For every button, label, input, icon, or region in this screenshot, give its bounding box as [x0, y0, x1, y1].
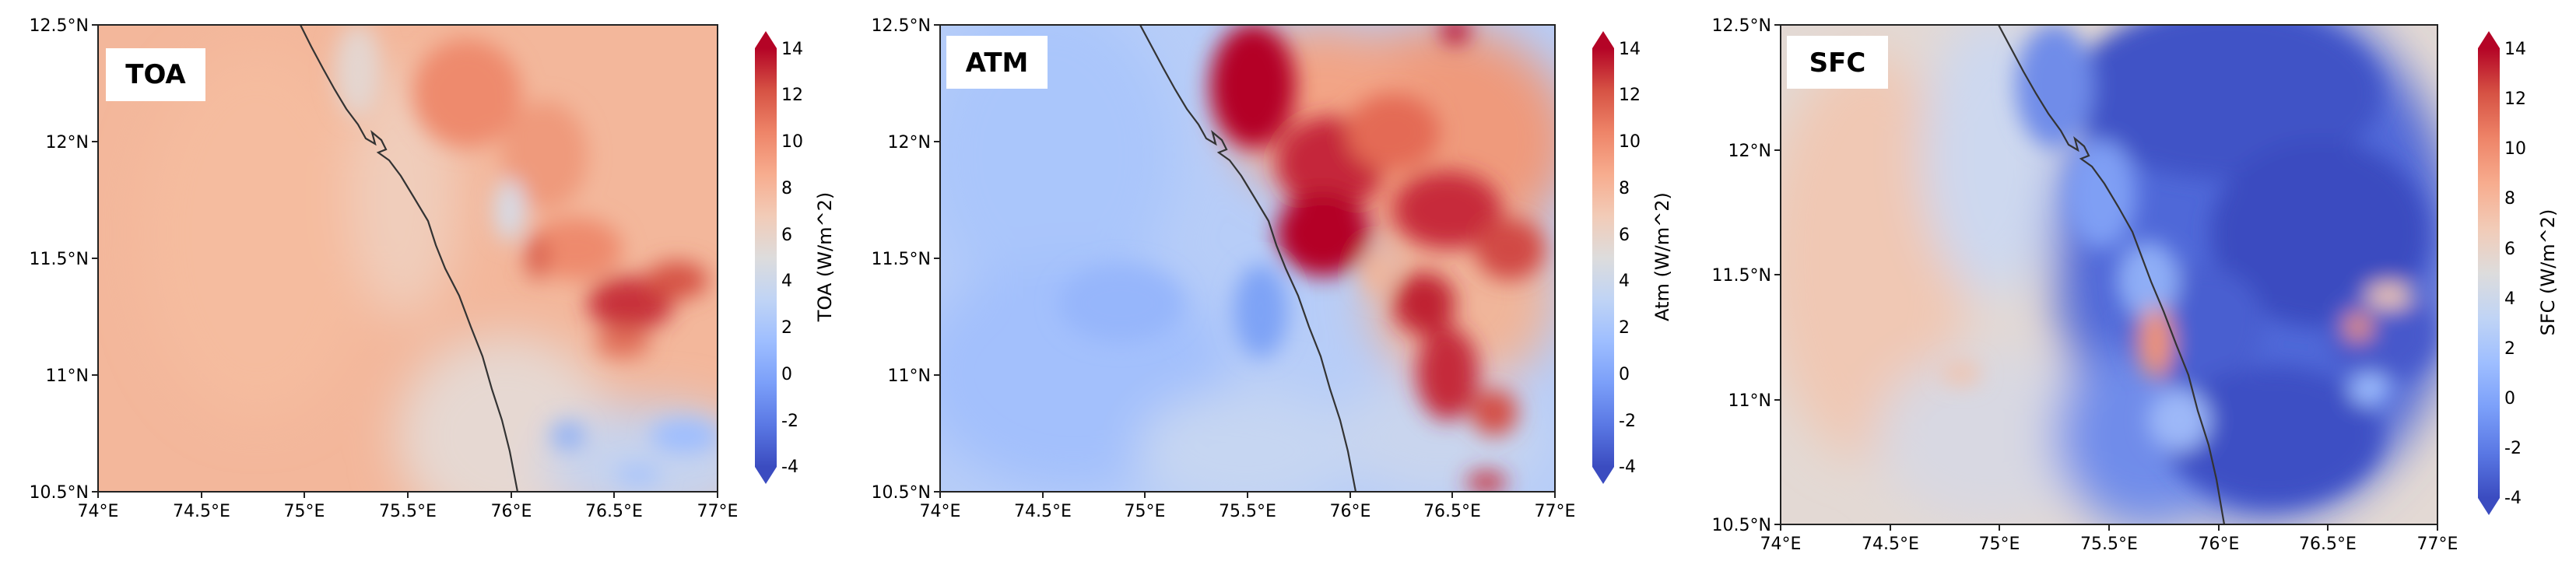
x-tick-label: 76°E	[491, 502, 532, 521]
cbar-tick: 8	[1619, 179, 1630, 198]
y-tick-label: 12°N	[888, 133, 931, 153]
panel-label-atm: ATM	[966, 47, 1029, 79]
x-tick-label: 75°E	[1125, 502, 1166, 521]
y-axis-toa: 10.5°N 11°N 11.5°N 12°N 12.5°N	[30, 16, 98, 503]
map-field-toa	[98, 25, 718, 492]
map-field-atm	[940, 25, 1555, 492]
x-tick-label: 77°E	[697, 502, 739, 521]
cbar-tick: 6	[781, 226, 792, 245]
x-tick-label: 77°E	[1535, 502, 1576, 521]
panel-toa: TOA 74°E 74.5°E 75°E 75.5°E 76°E 76.5°E …	[30, 16, 836, 521]
panel-label-toa: TOA	[125, 59, 186, 90]
cbar-tick: 14	[1619, 40, 1641, 59]
y-tick-label: 12°N	[46, 133, 89, 153]
map-field-sfc	[1781, 25, 2437, 524]
colorbar-atm: 14 12 10 8 6 4 2 0 -2 -4 Atm (W/m^2)	[1592, 31, 1673, 484]
x-tick-label: 75.5°E	[2080, 535, 2138, 554]
cbar-tick: 4	[781, 272, 792, 291]
cbar-tick: 12	[1619, 86, 1641, 105]
y-tick-label: 11.5°N	[1712, 266, 1771, 286]
y-tick-label: 12.5°N	[872, 16, 931, 36]
cbar-tick: -2	[1619, 412, 1636, 431]
x-tick-label: 74°E	[920, 502, 961, 521]
cbar-tick: 14	[2504, 40, 2526, 59]
panel-label-box-atm	[946, 36, 1048, 89]
cbar-tick: -4	[781, 458, 798, 477]
colorbar-label-atm: Atm (W/m^2)	[1651, 192, 1673, 321]
coastline-toa	[300, 25, 519, 492]
cbar-tick: 10	[2504, 139, 2526, 159]
cbar-tick: 12	[2504, 89, 2526, 109]
colorbar-label-toa: TOA (W/m^2)	[814, 192, 836, 322]
colorbar-toa: 14 12 10 8 6 4 2 0 -2 -4 TOA (W/m^2)	[755, 31, 836, 484]
y-axis-atm: 10.5°N 11°N 11.5°N 12°N 12.5°N	[872, 16, 940, 503]
cbar-tick: -4	[1619, 458, 1636, 477]
y-axis-sfc: 10.5°N 11°N 11.5°N 12°N 12.5°N	[1712, 16, 1781, 535]
x-tick-label: 75.5°E	[1219, 502, 1276, 521]
cbar-tick: 0	[781, 365, 792, 384]
y-tick-label: 11°N	[888, 366, 931, 386]
y-tick-label: 12.5°N	[30, 16, 89, 36]
panel-sfc: SFC 74°E 74.5°E 75°E 75.5°E 76°E 76.5°E …	[1712, 16, 2559, 554]
x-tick-label: 76°E	[1330, 502, 1371, 521]
y-tick-label: 10.5°N	[872, 483, 931, 503]
panel-label-box-sfc	[1787, 36, 1888, 89]
colorbar-label-sfc: SFC (W/m^2)	[2537, 209, 2559, 336]
panel-atm: ATM 74°E 74.5°E 75°E 75.5°E 76°E 76.5°E …	[872, 16, 1673, 521]
coastline-sfc	[1998, 25, 2226, 524]
cbar-tick: 0	[2504, 389, 2515, 408]
x-tick-label: 74°E	[78, 502, 119, 521]
y-tick-label: 11.5°N	[872, 250, 931, 269]
x-tick-label: 76.5°E	[585, 502, 643, 521]
cbar-tick: -2	[2504, 439, 2522, 458]
x-tick-label: 75°E	[284, 502, 325, 521]
x-axis-atm: 74°E 74.5°E 75°E 75.5°E 76°E 76.5°E 77°E	[920, 492, 1576, 521]
cbar-tick: 14	[781, 40, 803, 59]
x-tick-label: 76.5°E	[1423, 502, 1481, 521]
x-tick-label: 74°E	[1760, 535, 1802, 554]
cbar-tick: 8	[2504, 189, 2515, 209]
x-axis-toa: 74°E 74.5°E 75°E 75.5°E 76°E 76.5°E 77°E	[78, 492, 739, 521]
cbar-tick: 6	[1619, 226, 1630, 245]
cbar-tick: 4	[2504, 289, 2515, 309]
cbar-tick: 0	[1619, 365, 1630, 384]
x-axis-sfc: 74°E 74.5°E 75°E 75.5°E 76°E 76.5°E 77°E	[1760, 524, 2458, 554]
cbar-tick: 6	[2504, 240, 2515, 259]
cbar-tick: 2	[781, 318, 792, 338]
cbar-tick: 8	[781, 179, 792, 198]
x-tick-label: 74.5°E	[173, 502, 230, 521]
coastline-atm	[1139, 25, 1357, 492]
y-tick-label: 10.5°N	[30, 483, 89, 503]
cbar-tick: 2	[2504, 339, 2515, 359]
y-tick-label: 10.5°N	[1712, 516, 1771, 535]
y-tick-label: 11°N	[1728, 391, 1771, 411]
cbar-tick: -4	[2504, 489, 2522, 508]
y-tick-label: 11°N	[46, 366, 89, 386]
panel-label-sfc: SFC	[1809, 47, 1866, 79]
y-tick-label: 11.5°N	[30, 250, 89, 269]
cbar-tick: 10	[1619, 132, 1641, 152]
x-tick-label: 77°E	[2417, 535, 2458, 554]
cbar-tick: 12	[781, 86, 803, 105]
panel-label-box-toa	[106, 48, 205, 101]
cbar-tick: 10	[781, 132, 803, 152]
x-tick-label: 74.5°E	[1014, 502, 1072, 521]
cbar-tick: 2	[1619, 318, 1630, 338]
x-tick-label: 76.5°E	[2299, 535, 2357, 554]
x-tick-label: 74.5°E	[1862, 535, 1919, 554]
x-tick-label: 76°E	[2199, 535, 2240, 554]
cbar-tick: 4	[1619, 272, 1630, 291]
x-tick-label: 75°E	[1979, 535, 2020, 554]
y-tick-label: 12°N	[1728, 142, 1771, 161]
colorbar-sfc: 14 12 10 8 6 4 2 0 -2 -4 SFC (W/m^2)	[2478, 31, 2559, 515]
x-tick-label: 75.5°E	[379, 502, 437, 521]
cbar-tick: -2	[781, 412, 798, 431]
y-tick-label: 12.5°N	[1712, 16, 1771, 36]
